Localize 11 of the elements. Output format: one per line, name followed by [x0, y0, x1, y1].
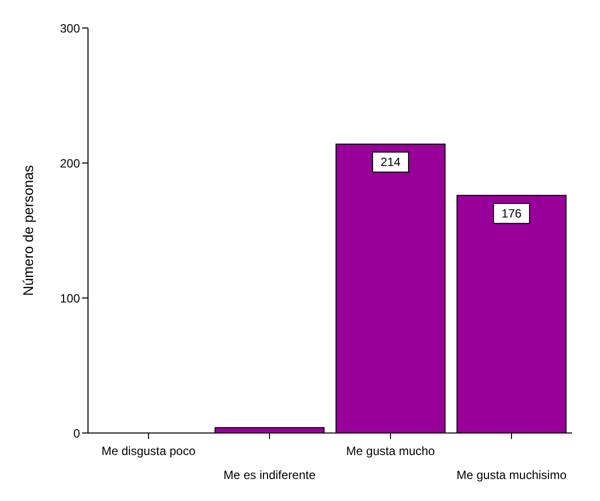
y-tick-label: 300: [60, 21, 80, 36]
x-tick-label: Me gusta mucho: [346, 444, 436, 458]
y-tick-label: 100: [60, 291, 80, 306]
y-tick-label: 0: [73, 426, 80, 440]
x-tick-label: Me es indiferente: [223, 468, 316, 482]
x-tick-label: Me gusta muchisimo: [456, 468, 567, 482]
y-axis-title: Número de personas: [20, 165, 36, 296]
x-tick-label: Me disgusta poco: [101, 444, 196, 458]
data-label: 176: [502, 206, 522, 220]
y-tick-label: 200: [60, 156, 80, 170]
data-label: 214: [380, 155, 401, 170]
